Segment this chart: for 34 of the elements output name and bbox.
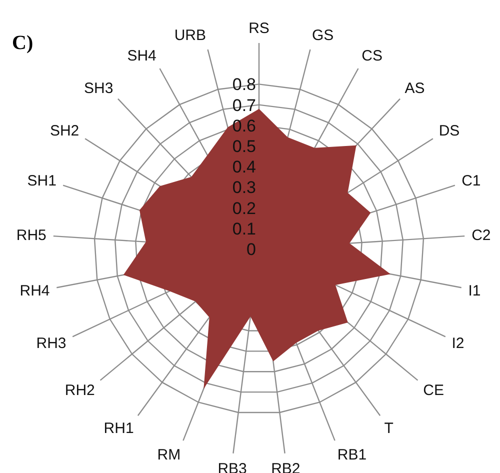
spoke-label: I2 [452, 335, 464, 352]
y-tick-label: 0.6 [232, 116, 256, 136]
spoke-label: RH1 [104, 420, 134, 437]
spoke-label: URB [174, 26, 206, 44]
text: C) [12, 32, 34, 55]
spoke-label: SH1 [27, 172, 56, 190]
spoke-label: C1 [462, 172, 481, 190]
spoke-label: SH4 [127, 47, 156, 64]
spoke-label: I1 [468, 282, 481, 300]
spoke-label: SH2 [50, 122, 80, 140]
spoke-label: RH3 [36, 335, 66, 352]
y-tick-label: 0.5 [232, 137, 256, 156]
spoke-label: RS [248, 20, 270, 37]
spoke-label: RM [157, 446, 181, 464]
spoke-label: T [384, 420, 394, 437]
spoke-label: CE [423, 382, 444, 399]
spoke-label: RH2 [64, 382, 95, 399]
spoke-label: DS [438, 122, 460, 140]
y-tick-label: 0.7 [232, 96, 256, 115]
spoke-label: RH5 [16, 227, 46, 244]
y-tick-label: 0.3 [232, 178, 256, 198]
y-tick-label: 0 [246, 240, 256, 259]
y-tick-label: 0.1 [232, 219, 256, 238]
y-tick-label: 0.2 [232, 198, 256, 218]
spoke-label: CS [362, 47, 382, 64]
spoke-label: AS [404, 80, 425, 97]
spoke-label: C2 [472, 227, 491, 244]
spoke-label: GS [312, 26, 334, 44]
spoke-label: RB2 [271, 460, 300, 473]
spoke-label: RH4 [20, 282, 50, 300]
spoke-label: SH3 [84, 80, 114, 97]
spoke-label: RB1 [337, 446, 367, 464]
y-tick-label: 0.4 [232, 158, 256, 177]
y-tick-label: 0.8 [232, 75, 256, 94]
